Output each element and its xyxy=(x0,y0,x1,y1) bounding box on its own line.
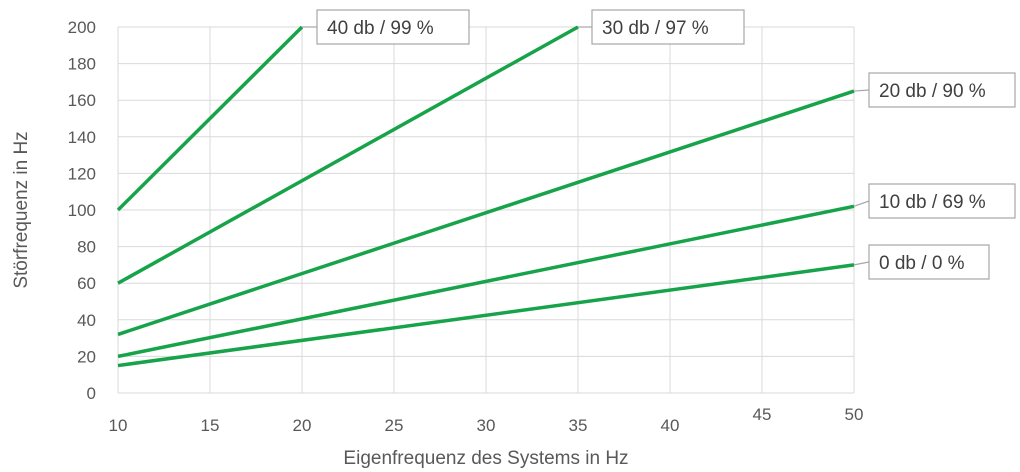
series-line xyxy=(117,89,855,337)
x-tick-label: 10 xyxy=(109,416,128,435)
callout-label: 10 db / 69 % xyxy=(879,192,986,213)
callout-box xyxy=(868,244,990,280)
y-tick-label: 40 xyxy=(77,311,96,330)
series-line xyxy=(117,25,579,285)
x-tick-label: 25 xyxy=(385,416,404,435)
callout-label: 40 db / 99 % xyxy=(327,18,434,39)
series-callout: 40 db / 99 % xyxy=(302,9,470,45)
callout-label: 0 db / 0 % xyxy=(879,253,965,274)
callout-box xyxy=(591,9,745,45)
x-tick-label: 40 xyxy=(661,416,680,435)
series-lines xyxy=(116,25,855,368)
callout-label: 30 db / 97 % xyxy=(602,18,709,39)
series-line xyxy=(117,204,855,359)
callout-label: 20 db / 90 % xyxy=(879,81,986,102)
series-callout: 30 db / 97 % xyxy=(578,9,745,45)
callout-box xyxy=(868,72,1016,108)
series-callout: 20 db / 90 % xyxy=(853,72,1016,108)
series-callout: 10 db / 69 % xyxy=(853,183,1016,219)
series-line xyxy=(117,263,855,368)
x-tick-label: 20 xyxy=(293,416,312,435)
x-tick-labels: 10 15 20 25 30 35 40 45 50 xyxy=(109,405,864,435)
callout-leader-line xyxy=(853,89,870,92)
y-tick-label: 0 xyxy=(87,384,96,403)
x-axis-title: Eigenfrequenz des Systems in Hz xyxy=(343,448,628,469)
x-tick-label: 45 xyxy=(753,405,772,424)
y-tick-label: 60 xyxy=(77,274,96,293)
y-tick-label: 160 xyxy=(68,91,96,110)
series-callout: 0 db / 0 % xyxy=(853,244,990,280)
grid-lines xyxy=(117,26,855,394)
x-tick-label: 35 xyxy=(569,416,588,435)
callout-box xyxy=(868,183,1016,219)
y-tick-label: 20 xyxy=(77,347,96,366)
y-tick-labels: 0 20 40 60 80 100 120 140 160 180 200 xyxy=(68,18,96,403)
x-tick-label: 50 xyxy=(845,405,864,424)
callout-leader-line xyxy=(853,261,870,266)
y-tick-label: 140 xyxy=(68,128,96,147)
y-axis-title: Störfrequenz in Hz xyxy=(11,131,32,288)
x-tick-label: 15 xyxy=(201,416,220,435)
y-tick-label: 100 xyxy=(68,201,96,220)
series-line xyxy=(116,25,304,212)
x-tick-label: 30 xyxy=(477,416,496,435)
y-tick-label: 120 xyxy=(68,164,96,183)
y-tick-label: 180 xyxy=(68,55,96,74)
y-tick-label: 80 xyxy=(77,238,96,257)
callout-box xyxy=(316,9,470,45)
callout-leader-line xyxy=(853,200,870,207)
series-callouts: 40 db / 99 % 30 db / 97 % 20 db / 90 % 10 d… xyxy=(302,9,1016,280)
y-tick-label: 200 xyxy=(68,18,96,37)
